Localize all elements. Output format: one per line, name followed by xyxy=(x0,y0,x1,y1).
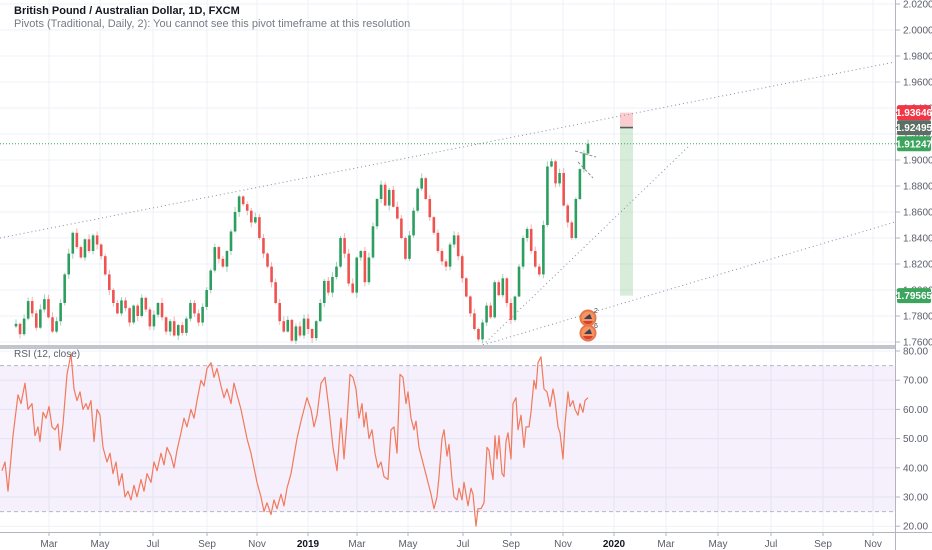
price-tick-label: 1.98000 xyxy=(903,52,932,63)
time-tick-label: 2020 xyxy=(603,539,626,550)
price-label-chip: 1.79565 xyxy=(896,288,932,304)
price-label-chip: 1.91247 xyxy=(896,136,932,152)
rsi-tick-label: 50.00 xyxy=(903,434,928,445)
time-tick-label: Jul xyxy=(765,539,778,550)
time-tick-label: Sep xyxy=(198,539,216,550)
rsi-band xyxy=(0,365,896,513)
price-axis-gutter[interactable] xyxy=(896,0,932,550)
svg-text:1.79565: 1.79565 xyxy=(896,291,932,302)
short-position-tool[interactable] xyxy=(620,112,633,296)
trendline-3[interactable] xyxy=(482,221,896,346)
price-tick-label: 1.78000 xyxy=(903,312,932,323)
price-tick-label: 1.90000 xyxy=(903,156,932,167)
time-tick-label: Mar xyxy=(657,539,675,550)
mini-drawing-segment-1[interactable] xyxy=(574,150,597,158)
symbol-title[interactable]: British Pound / Australian Dollar, 1D, F… xyxy=(14,5,240,17)
time-tick-label: May xyxy=(709,539,728,550)
price-tick-label: 1.82000 xyxy=(903,260,932,271)
mini-drawing-segment-2[interactable] xyxy=(577,161,594,179)
svg-text:1.93646: 1.93646 xyxy=(896,108,932,119)
gridlines xyxy=(0,0,896,532)
rsi-tick-label: 20.00 xyxy=(903,522,928,533)
time-tick-label: Nov xyxy=(864,539,882,550)
rsi-line xyxy=(1,353,589,527)
time-tick-label: Sep xyxy=(502,539,520,550)
marker-count-label: 6 xyxy=(594,323,598,330)
time-tick-label: Nov xyxy=(248,539,266,550)
time-tick-label: Mar xyxy=(348,539,366,550)
price-tick-label: 1.86000 xyxy=(903,208,932,219)
time-tick-label: Nov xyxy=(554,539,572,550)
rsi-tick-label: 80.00 xyxy=(903,347,928,358)
trendline-1[interactable] xyxy=(0,61,896,239)
price-tick-label: 2.02000 xyxy=(903,0,932,11)
rsi-tick-label: 70.00 xyxy=(903,376,928,387)
svg-text:1.91247: 1.91247 xyxy=(896,139,932,150)
price-label-chip: 1.93646 xyxy=(896,105,932,121)
symbol-legend[interactable]: British Pound / Australian Dollar, 1D, F… xyxy=(14,5,410,31)
rsi-tick-label: 60.00 xyxy=(903,405,928,416)
time-tick-label: Jul xyxy=(457,539,470,550)
indicator-status-text[interactable]: Pivots (Traditional, Daily, 2): You cann… xyxy=(14,18,411,30)
rsi-tick-label: 40.00 xyxy=(903,463,928,474)
time-tick-label: Mar xyxy=(40,539,58,550)
time-tick-label: 2019 xyxy=(297,539,320,550)
rsi-tick-label: 30.00 xyxy=(903,493,928,504)
marker-count-label: 2 xyxy=(594,308,598,315)
time-tick-label: May xyxy=(399,539,418,550)
time-tick-label: May xyxy=(91,539,110,550)
price-tick-label: 1.76000 xyxy=(903,338,932,349)
price-tick-label: 1.84000 xyxy=(903,234,932,245)
time-tick-label: Jul xyxy=(147,539,160,550)
price-tick-label: 1.88000 xyxy=(903,182,932,193)
price-tick-label: 2.00000 xyxy=(903,26,932,37)
rsi-indicator-label[interactable]: RSI (12, close) xyxy=(14,349,81,360)
candlestick-series xyxy=(14,139,590,344)
price-tick-label: 1.96000 xyxy=(903,78,932,89)
svg-text:1.92495: 1.92495 xyxy=(896,123,932,134)
time-tick-label: Sep xyxy=(814,539,832,550)
price-label-chip: 1.92495 xyxy=(896,120,932,136)
drawing-marker-icon-2[interactable]: 6 xyxy=(579,323,599,342)
pane-separator[interactable] xyxy=(0,345,932,349)
time-axis[interactable]: Mar May Jul Sep Nov 2019 Mar May Jul Sep Nov 2020 Ma… xyxy=(40,532,882,550)
